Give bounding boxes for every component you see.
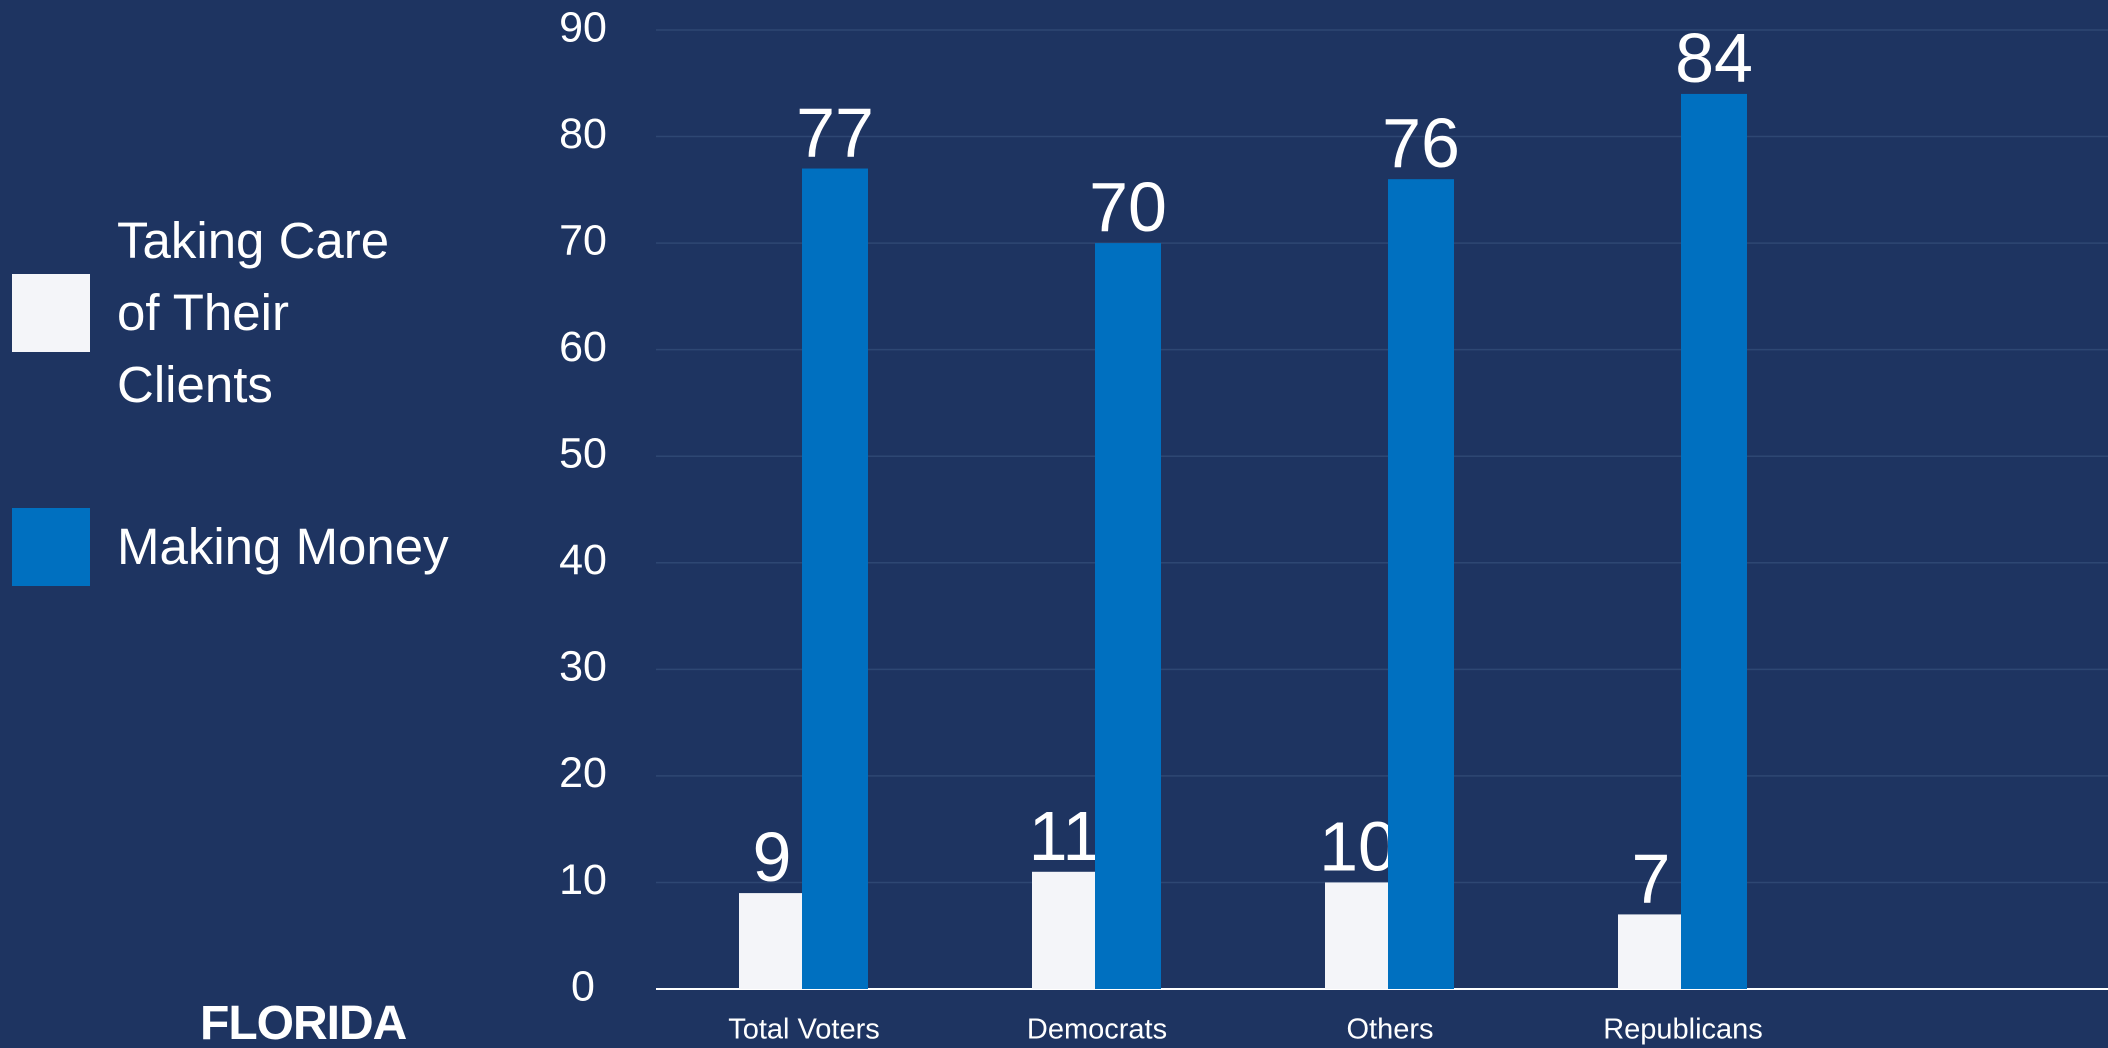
legend-item: Taking Care of Their Clients [12, 205, 417, 421]
value-label: 76 [1382, 104, 1460, 182]
value-label: 9 [753, 818, 792, 896]
y-tick-label: 80 [559, 110, 607, 158]
x-tick-label: Others [1346, 1014, 1433, 1046]
value-label: 70 [1089, 168, 1167, 246]
logo: FLORIDA [200, 997, 407, 1048]
bar [1681, 93, 1747, 989]
y-tick-label: 90 [559, 3, 607, 51]
x-tick-label: Republicans [1603, 1014, 1763, 1046]
y-tick-label: 0 [571, 962, 595, 1010]
value-label: 10 [1319, 807, 1397, 885]
y-tick-label: 20 [559, 749, 607, 797]
value-label: 7 [1632, 839, 1671, 917]
legend-swatch [12, 274, 90, 352]
x-tick-label: Total Voters [728, 1014, 880, 1046]
y-tick-label: 40 [559, 536, 607, 584]
y-tick-label: 10 [559, 856, 607, 904]
x-tick-label: Democrats [1027, 1014, 1167, 1046]
bar [1618, 914, 1684, 989]
bar [1032, 871, 1098, 989]
value-label: 77 [796, 94, 874, 172]
bar [1325, 882, 1391, 989]
legend-swatch [12, 508, 90, 586]
bar [802, 168, 868, 989]
bar [1095, 243, 1161, 990]
legend-label: Taking Care of Their Clients [117, 212, 390, 413]
y-tick-label: 50 [559, 430, 607, 478]
y-tick-label: 60 [559, 323, 607, 371]
legend-item: Making Money [12, 508, 517, 586]
legend-label: Making Money [117, 518, 449, 575]
y-tick-label: 70 [559, 216, 607, 264]
y-tick-label: 30 [559, 643, 607, 691]
value-label: 11 [1029, 797, 1102, 875]
bar [1388, 179, 1454, 989]
bar [739, 893, 805, 989]
value-label: 84 [1675, 19, 1753, 97]
